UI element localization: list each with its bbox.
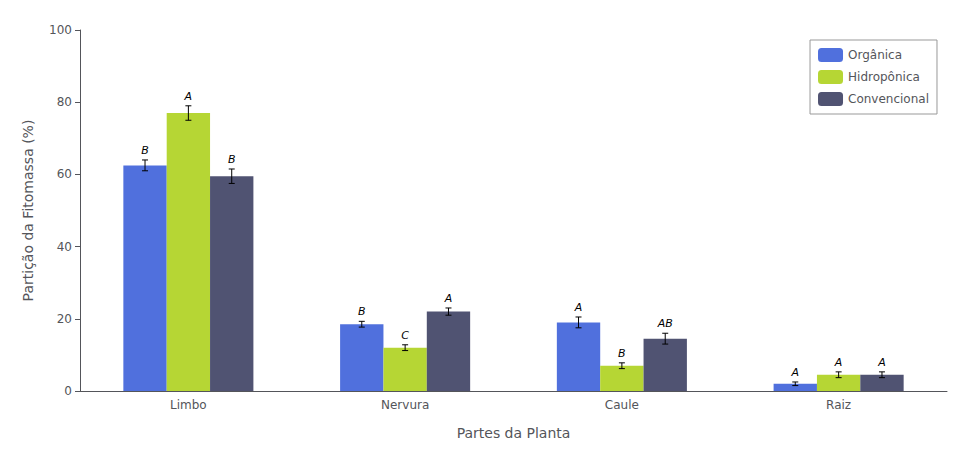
svg-text:A: A — [574, 301, 583, 314]
svg-text:20: 20 — [57, 312, 72, 326]
svg-text:Partição da Fitomassa (%): Partição da Fitomassa (%) — [20, 120, 36, 302]
svg-text:Raiz: Raiz — [826, 398, 851, 412]
svg-text:Caule: Caule — [605, 398, 639, 412]
svg-text:Hidropônica: Hidropônica — [848, 70, 920, 84]
svg-text:A: A — [877, 356, 886, 369]
svg-text:Convencional: Convencional — [848, 92, 929, 106]
svg-text:Partes da Planta: Partes da Planta — [457, 425, 571, 441]
svg-text:Limbo: Limbo — [170, 398, 207, 412]
svg-text:A: A — [834, 356, 843, 369]
svg-text:AB: AB — [657, 317, 673, 330]
svg-text:B: B — [228, 153, 236, 166]
svg-text:40: 40 — [57, 240, 72, 254]
svg-text:Nervura: Nervura — [381, 398, 429, 412]
svg-text:Orgânica: Orgânica — [848, 48, 902, 62]
svg-text:C: C — [401, 329, 409, 342]
svg-text:A: A — [184, 90, 193, 103]
svg-text:B: B — [358, 305, 366, 318]
svg-text:60: 60 — [57, 167, 72, 181]
svg-text:A: A — [444, 292, 453, 305]
svg-text:B: B — [618, 347, 626, 360]
svg-text:100: 100 — [49, 23, 72, 37]
svg-text:B: B — [141, 144, 149, 157]
svg-text:A: A — [791, 366, 800, 379]
svg-text:80: 80 — [57, 95, 72, 109]
svg-text:0: 0 — [64, 384, 72, 398]
